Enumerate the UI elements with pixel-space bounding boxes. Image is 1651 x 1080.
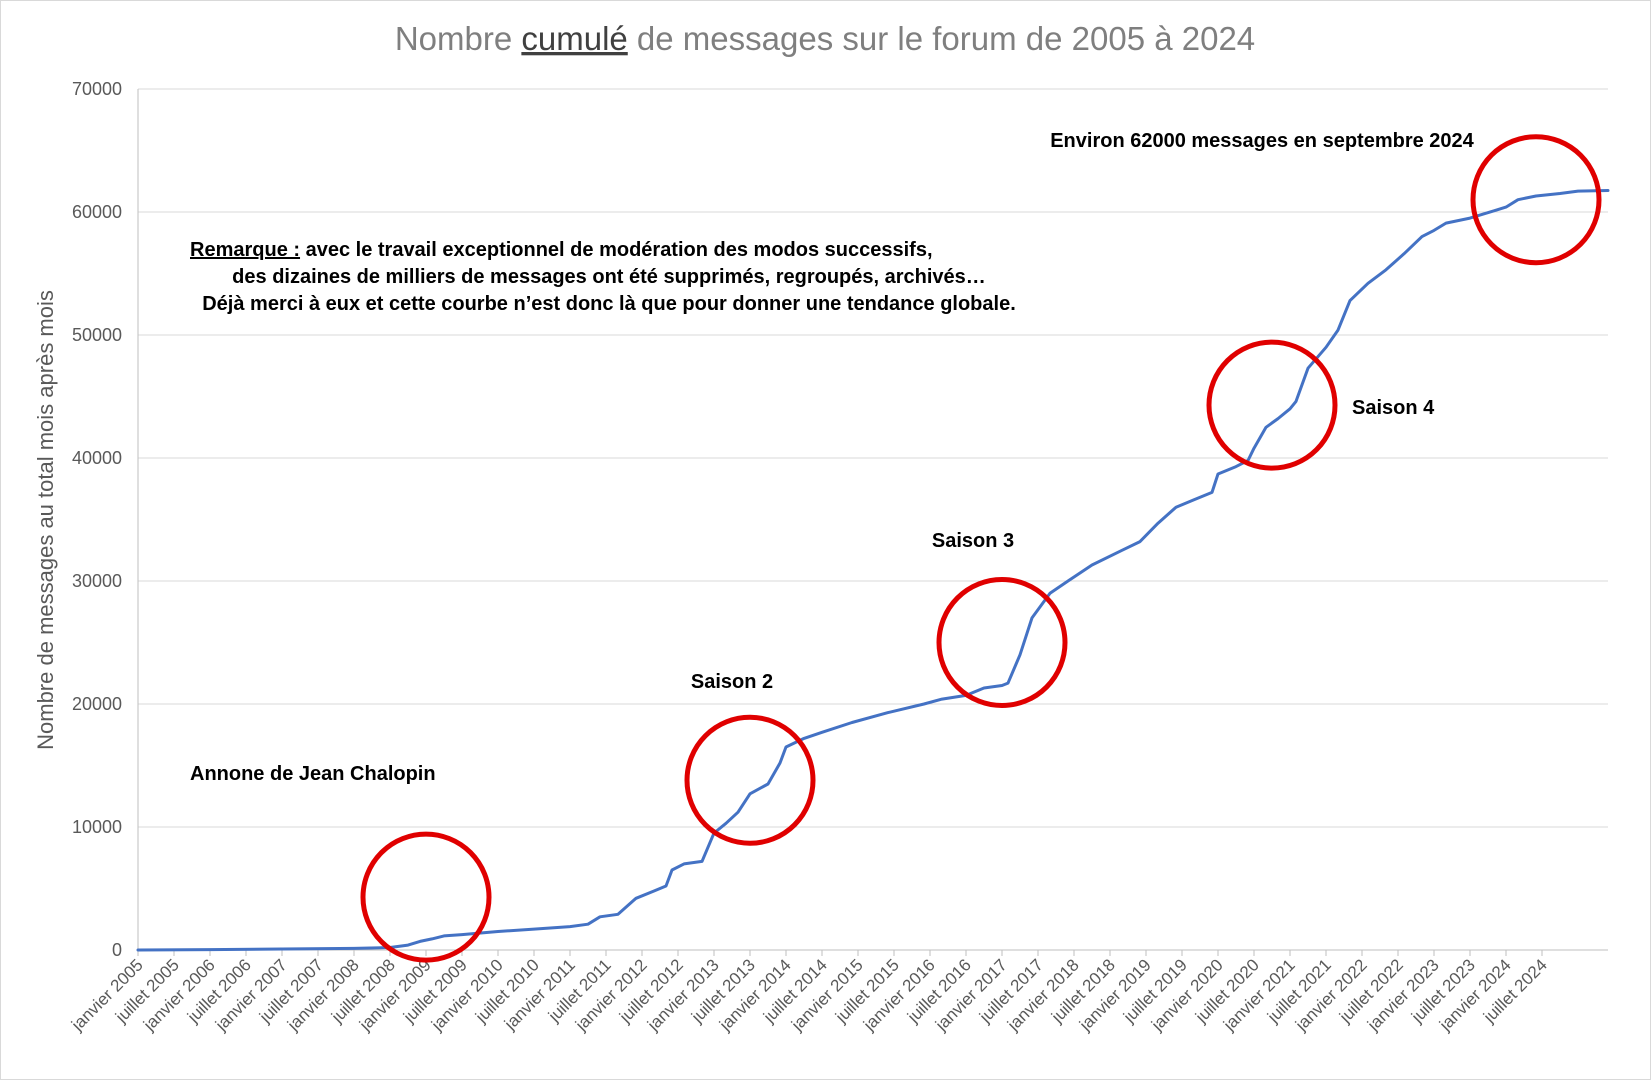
- annotation-saison-4: Saison 4: [1352, 397, 1435, 419]
- annotation-remarque-label: Remarque :: [190, 239, 300, 261]
- annotation-remarque-text1: avec le travail exceptionnel de modérati…: [300, 239, 932, 261]
- annotation-remarque-line2: des dizaines de milliers de messages ont…: [232, 266, 986, 288]
- highlight-circle: [936, 577, 1068, 708]
- highlight-circle: [360, 831, 492, 963]
- y-axis-label: Nombre de messages au total mois après m…: [33, 290, 58, 750]
- highlight-circles: [360, 134, 1602, 963]
- series-line: [136, 189, 1610, 952]
- y-tick-label: 0: [112, 940, 122, 960]
- highlight-circle: [1470, 134, 1602, 266]
- y-tick-label: 20000: [72, 694, 122, 714]
- annotation-annonce: Annone de Jean Chalopin: [190, 763, 436, 785]
- highlight-circle: [684, 714, 816, 846]
- annotation-remarque-line1: Remarque : avec le travail exceptionnel …: [190, 239, 933, 261]
- highlight-circle: [1206, 339, 1338, 471]
- y-tick-label: 60000: [72, 202, 122, 222]
- y-tick-label: 50000: [72, 325, 122, 345]
- chart-title-before: Nombre: [395, 20, 522, 57]
- y-tick-label: 30000: [72, 571, 122, 591]
- series-group: [136, 189, 1610, 952]
- chart-title-after: de messages sur le forum de 2005 à 2024: [628, 20, 1255, 57]
- y-tick-label: 70000: [72, 79, 122, 99]
- y-tick-label: 40000: [72, 448, 122, 468]
- gridlines: [137, 88, 1608, 951]
- annotation-saison-3: Saison 3: [932, 530, 1014, 552]
- chart-title-emphasis: cumulé: [521, 20, 627, 57]
- y-axis-ticks: 0 10000 20000 30000 40000 50000 60000 70000: [72, 79, 122, 960]
- annotation-remarque-line3: Déjà merci à eux et cette courbe n’est d…: [202, 293, 1016, 315]
- chart-title: Nombre cumulé de messages sur le forum d…: [395, 20, 1255, 57]
- annotation-saison-2: Saison 2: [691, 671, 773, 693]
- annotation-environ: Environ 62000 messages en septembre 2024: [1050, 130, 1474, 152]
- y-tick-label: 10000: [72, 817, 122, 837]
